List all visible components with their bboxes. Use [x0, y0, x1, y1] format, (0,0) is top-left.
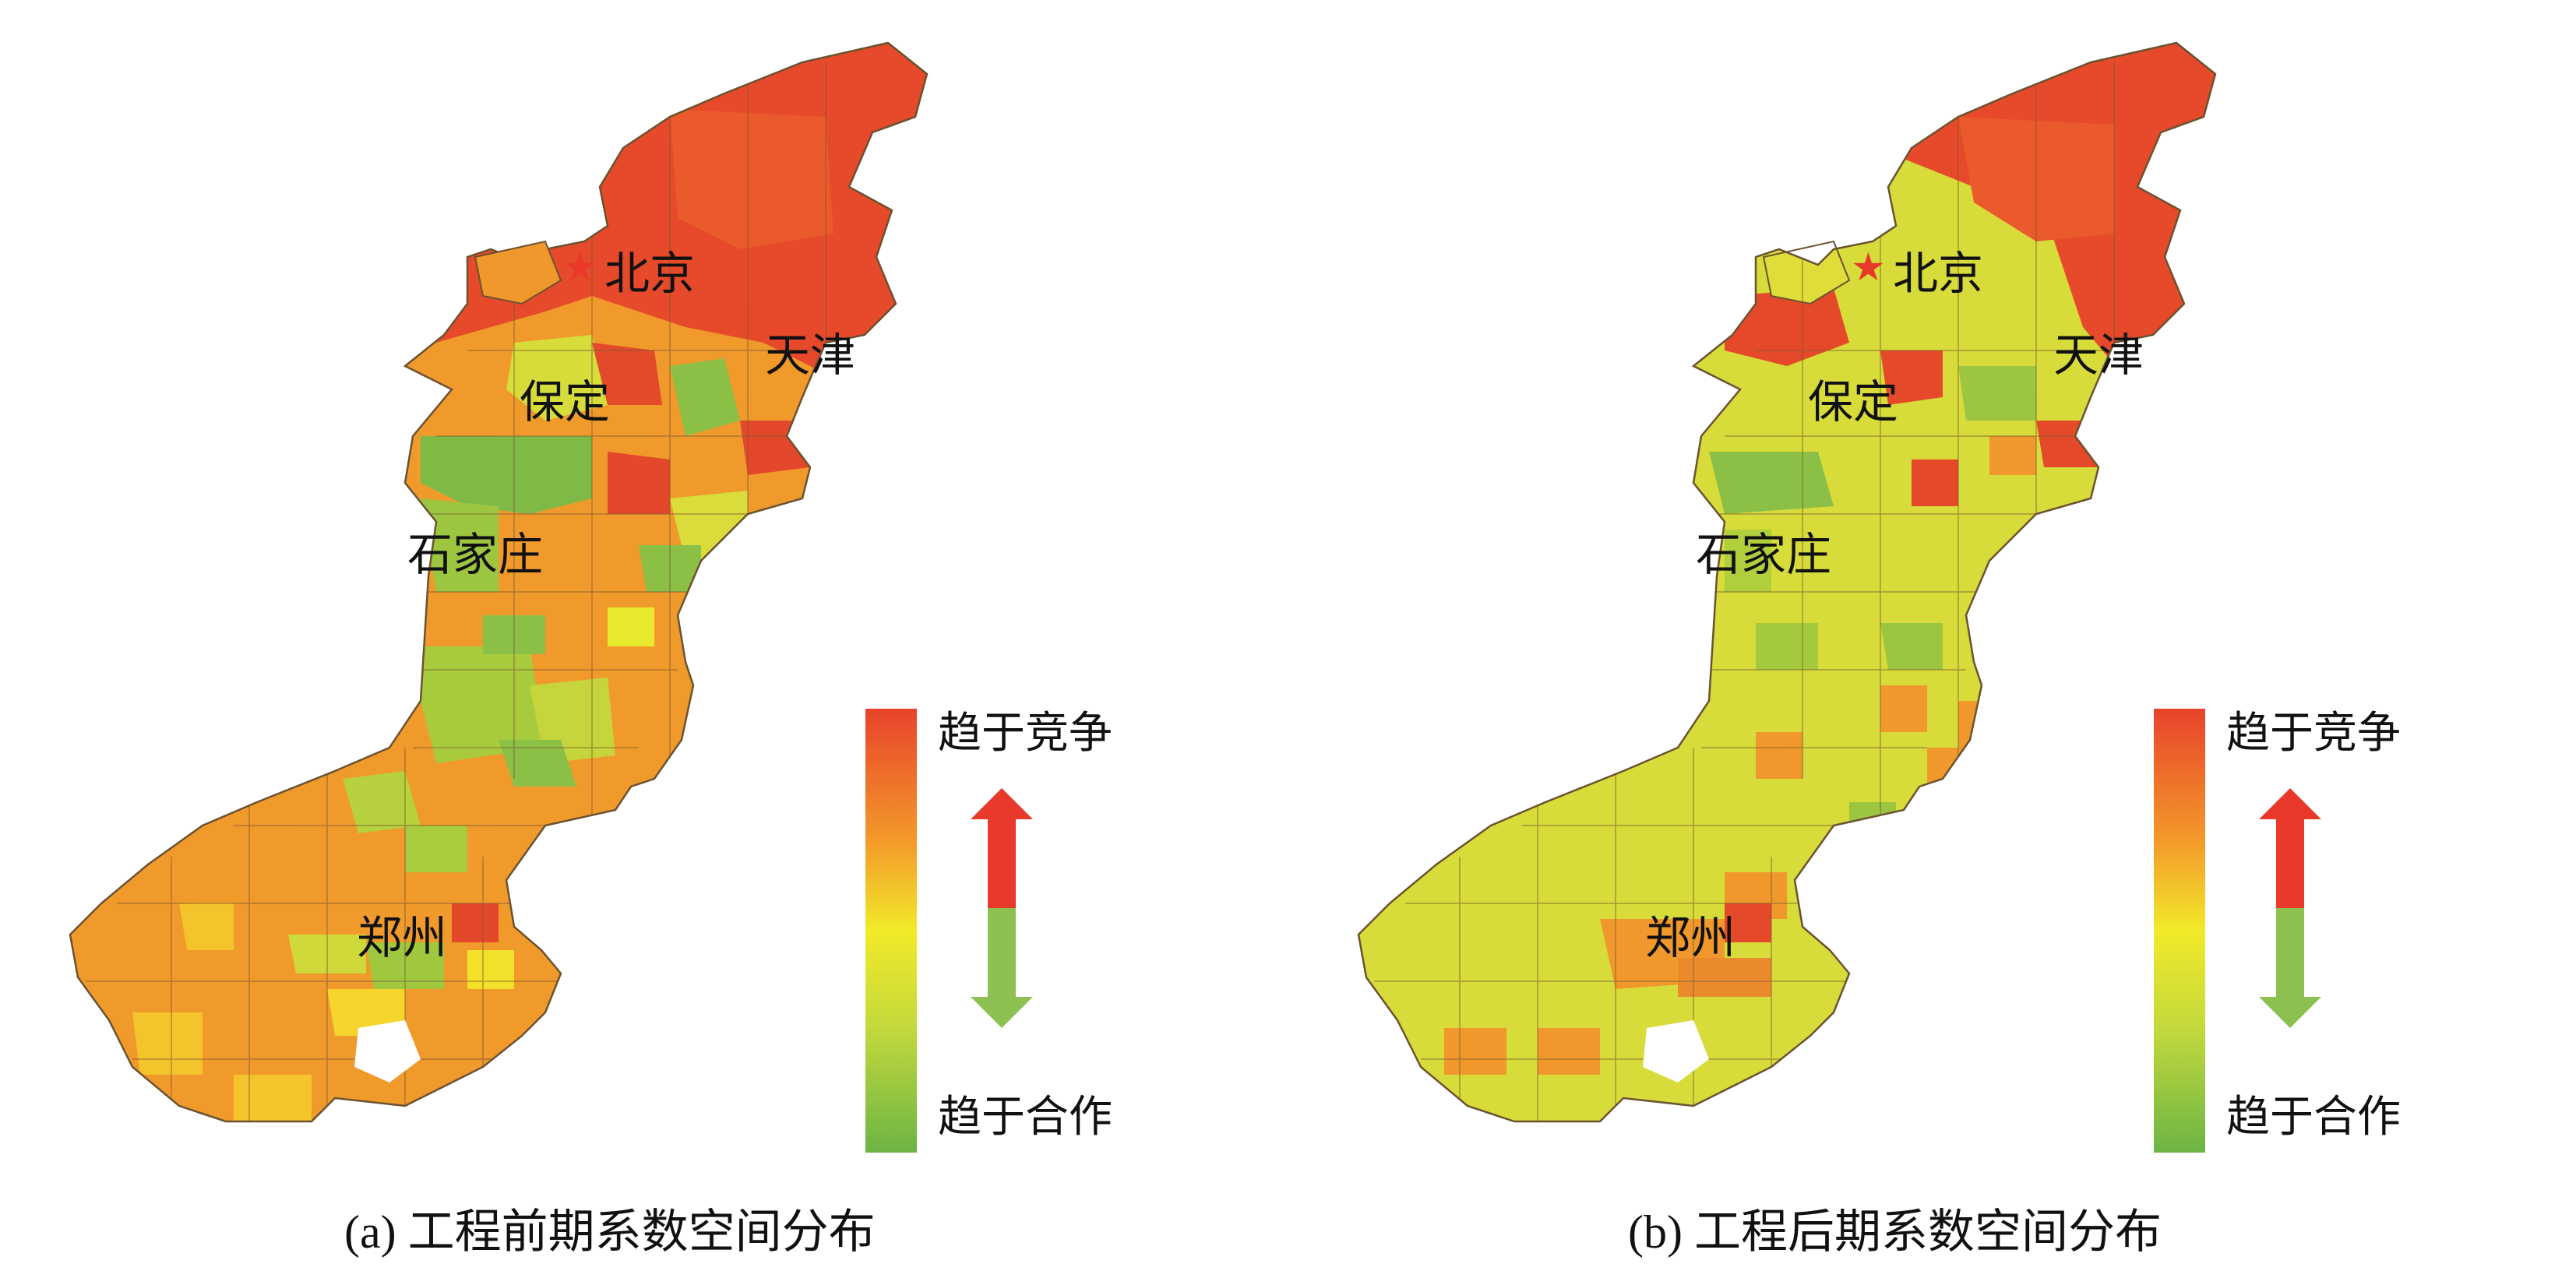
legend-color-bar	[2154, 709, 2205, 1153]
caption-a: (a) 工程前期系数空间分布	[344, 1206, 876, 1258]
city-label-beijing: 北京	[1893, 247, 1984, 300]
star-icon: ★	[1851, 245, 1886, 290]
legend-label-compete: 趋于竞争	[938, 708, 1112, 759]
panel-a: ★ 北京 天津 保定 石家庄 郑州 趋于竞争 趋于合作 (a) 工程前期系数空间…	[0, 0, 1112, 1258]
city-label-shijiazhuang: 石家庄	[1696, 528, 1832, 581]
legend-label-compete: 趋于竞争	[2226, 708, 2401, 759]
legend-label-cooperate: 趋于合作	[2226, 1092, 2401, 1142]
legend-arrow-icon	[2259, 788, 2321, 1028]
caption-b: (b) 工程后期系数空间分布	[1628, 1206, 2162, 1258]
city-label-tianjin: 天津	[765, 329, 856, 382]
panel-b: ★ 北京 天津 保定 石家庄 郑州 趋于竞争 趋于合作 (b) 工程后期系数空间…	[1288, 0, 2576, 1285]
choropleth-map-a[interactable]	[0, 0, 935, 1153]
city-label-beijing: 北京	[604, 247, 696, 300]
city-label-tianjin: 天津	[2053, 329, 2144, 382]
city-label-shijiazhuang: 石家庄	[407, 528, 544, 581]
city-label-baoding: 保定	[520, 375, 611, 428]
legend-arrow-icon	[971, 788, 1033, 1028]
city-label-baoding: 保定	[1808, 375, 1899, 428]
legend-label-cooperate: 趋于合作	[938, 1092, 1112, 1142]
star-icon: ★	[562, 245, 597, 290]
city-label-zhengzhou: 郑州	[357, 911, 448, 964]
legend-color-bar	[865, 709, 917, 1153]
city-label-zhengzhou: 郑州	[1645, 911, 1736, 964]
choropleth-map-b[interactable]	[1288, 0, 2223, 1153]
